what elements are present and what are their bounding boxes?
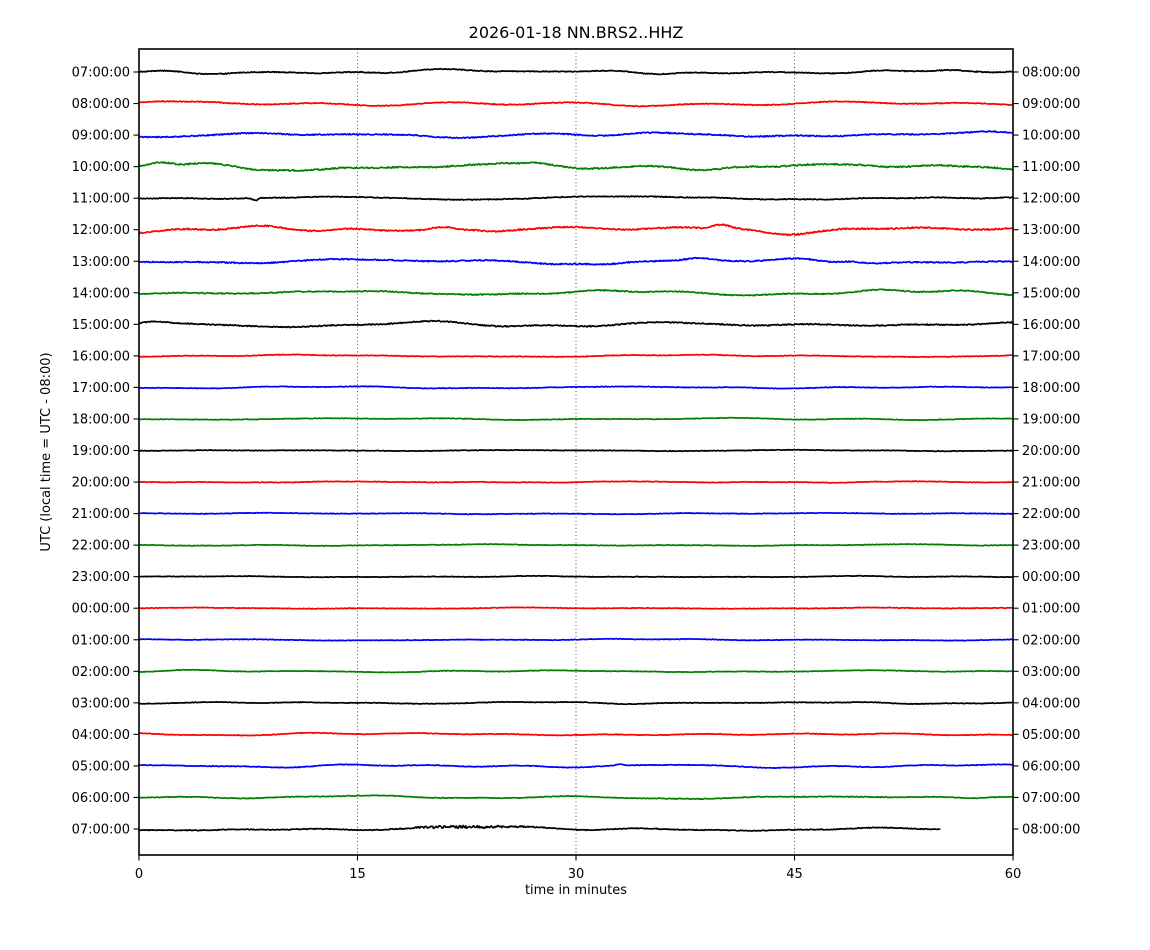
trace-row-23:00:00: [138, 574, 1013, 579]
utc-time-label-left: 07:00:00: [72, 66, 130, 81]
utc-time-label-left: 04:00:00: [72, 728, 130, 743]
local-time-label-right: 11:00:00: [1022, 160, 1080, 175]
utc-time-label-left: 15:00:00: [72, 318, 130, 333]
trace-row-02:00:00: [138, 668, 1013, 674]
local-time-label-right: 22:00:00: [1022, 507, 1080, 522]
utc-time-label-left: 22:00:00: [72, 539, 130, 554]
local-time-label-right: 06:00:00: [1022, 759, 1080, 774]
local-time-label-right: 20:00:00: [1022, 444, 1080, 459]
utc-time-label-left: 08:00:00: [72, 97, 130, 112]
local-time-label-right: 08:00:00: [1022, 823, 1080, 838]
trace-row-01:00:00: [138, 637, 1013, 642]
trace-row-12:00:00: [138, 223, 1013, 237]
utc-time-label-left: 05:00:00: [72, 759, 130, 774]
trace-row-14:00:00: [138, 288, 1013, 297]
trace-row-20:00:00: [138, 480, 1013, 484]
utc-time-label-left: 19:00:00: [72, 444, 130, 459]
local-time-label-right: 13:00:00: [1022, 223, 1080, 238]
x-tick-labels: 0 15 30 45 60: [135, 867, 1021, 882]
trace-row-00:00:00: [138, 606, 1013, 610]
trace-row-07:00:00: [138, 824, 941, 832]
utc-time-label-left: 21:00:00: [72, 507, 130, 522]
utc-time-label-left: 03:00:00: [72, 696, 130, 711]
local-time-label-right: 09:00:00: [1022, 97, 1080, 112]
utc-time-label-left: 14:00:00: [72, 286, 130, 301]
local-time-label-right: 08:00:00: [1022, 66, 1080, 81]
x-tick-label: 0: [135, 867, 143, 882]
trace-row-03:00:00: [138, 700, 1013, 706]
local-time-label-right: 16:00:00: [1022, 318, 1080, 333]
y-axis-label: UTC (local time = UTC - 08:00): [39, 352, 54, 551]
trace-row-19:00:00: [138, 448, 1013, 453]
x-tick-label: 45: [786, 867, 803, 882]
trace-row-08:00:00: [138, 100, 1013, 108]
utc-time-label-left: 16:00:00: [72, 349, 130, 364]
trace-row-05:00:00: [138, 763, 1013, 770]
left-tick-labels: 07:00:00 08:00:00 09:00:00 10:00:00 11:00:00…: [72, 66, 130, 838]
local-time-label-right: 21:00:00: [1022, 476, 1080, 491]
trace-row-04:00:00: [138, 731, 1013, 737]
utc-time-label-left: 09:00:00: [72, 129, 130, 144]
trace-row-09:00:00: [138, 130, 1013, 140]
utc-time-label-left: 07:00:00: [72, 823, 130, 838]
trace-row-13:00:00: [138, 256, 1013, 266]
trace-row-11:00:00: [138, 195, 1013, 202]
local-time-label-right: 12:00:00: [1022, 192, 1080, 207]
utc-time-label-left: 02:00:00: [72, 665, 130, 680]
local-time-label-right: 00:00:00: [1022, 570, 1080, 585]
trace-row-15:00:00: [138, 319, 1013, 329]
trace-row-17:00:00: [138, 385, 1013, 390]
chart-title: 2026-01-18 NN.BRS2..HHZ: [469, 23, 684, 42]
local-time-label-right: 19:00:00: [1022, 412, 1080, 427]
waveform-traces: [138, 67, 1013, 832]
local-time-label-right: 07:00:00: [1022, 791, 1080, 806]
trace-row-16:00:00: [138, 353, 1013, 359]
local-time-label-right: 02:00:00: [1022, 633, 1080, 648]
trace-row-18:00:00: [138, 416, 1013, 422]
local-time-label-right: 23:00:00: [1022, 539, 1080, 554]
trace-row-06:00:00: [138, 794, 1013, 801]
utc-time-label-left: 10:00:00: [72, 160, 130, 175]
local-time-label-right: 03:00:00: [1022, 665, 1080, 680]
local-time-label-right: 04:00:00: [1022, 696, 1080, 711]
utc-time-label-left: 06:00:00: [72, 791, 130, 806]
local-time-label-right: 18:00:00: [1022, 381, 1080, 396]
utc-time-label-left: 13:00:00: [72, 255, 130, 270]
local-time-label-right: 17:00:00: [1022, 349, 1080, 364]
utc-time-label-left: 00:00:00: [72, 602, 130, 617]
trace-row-10:00:00: [138, 160, 1013, 172]
x-axis-label: time in minutes: [525, 883, 627, 898]
local-time-label-right: 01:00:00: [1022, 602, 1080, 617]
utc-time-label-left: 17:00:00: [72, 381, 130, 396]
local-time-label-right: 05:00:00: [1022, 728, 1080, 743]
utc-time-label-left: 12:00:00: [72, 223, 130, 238]
local-time-label-right: 14:00:00: [1022, 255, 1080, 270]
local-time-label-right: 10:00:00: [1022, 129, 1080, 144]
local-time-label-right: 15:00:00: [1022, 286, 1080, 301]
trace-row-22:00:00: [138, 543, 1013, 548]
trace-row-07:00:00: [138, 67, 1013, 76]
x-tick-label: 30: [568, 867, 585, 882]
utc-time-label-left: 11:00:00: [72, 192, 130, 207]
x-tick-label: 15: [349, 867, 366, 882]
utc-time-label-left: 01:00:00: [72, 633, 130, 648]
trace-row-21:00:00: [138, 511, 1013, 516]
right-tick-labels: 08:00:00 09:00:00 10:00:00 11:00:00 12:00:00…: [1022, 66, 1080, 838]
utc-time-label-left: 20:00:00: [72, 476, 130, 491]
utc-time-label-left: 18:00:00: [72, 412, 130, 427]
axis-ticks: [133, 71, 1019, 861]
utc-time-label-left: 23:00:00: [72, 570, 130, 585]
x-tick-label: 60: [1005, 867, 1022, 882]
